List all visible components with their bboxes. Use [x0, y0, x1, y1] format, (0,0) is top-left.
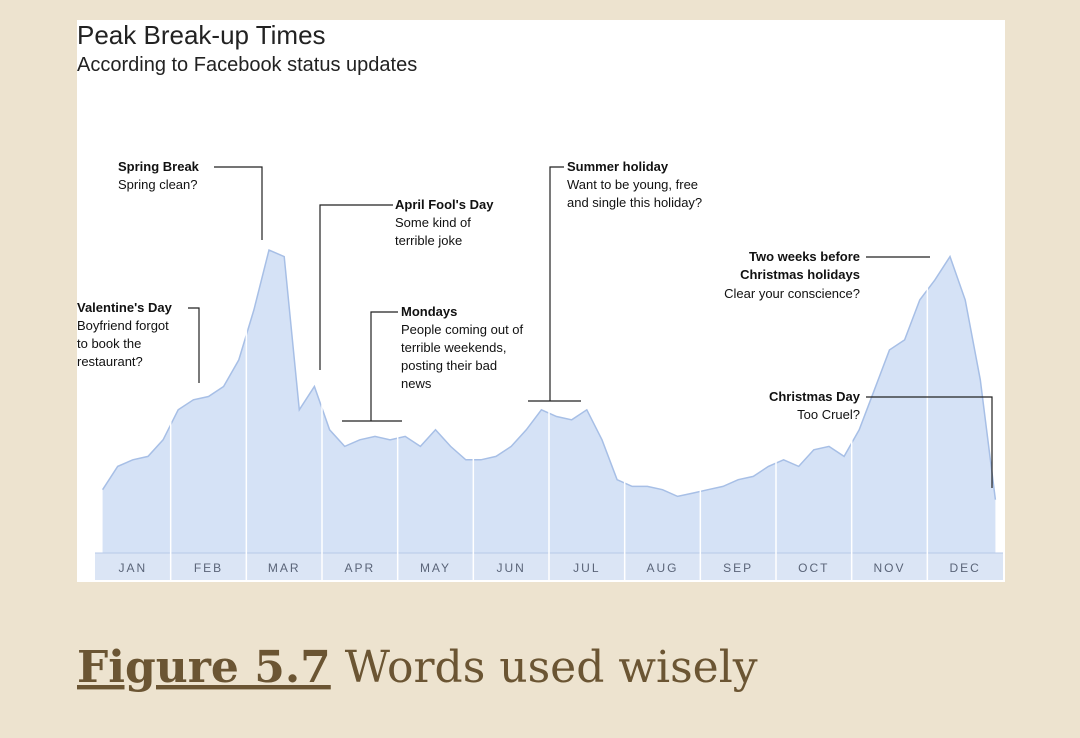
x-tick-label: FEB	[194, 561, 223, 575]
x-tick-label: SEP	[723, 561, 753, 575]
annotation-text: news	[401, 376, 432, 391]
chart-title: Peak Break-up Times	[77, 20, 326, 50]
plot: JAN FEB MAR APR MAY JUN JUL AUG SEP OCT NOV DEC	[95, 200, 1003, 580]
x-tick-label: MAR	[268, 561, 301, 575]
annotation-text: Spring clean?	[118, 177, 198, 192]
x-tick-label: AUG	[646, 561, 678, 575]
annotation-title: Christmas holidays	[740, 267, 860, 282]
leader-line	[319, 204, 393, 370]
annotation-text: restaurant?	[77, 354, 143, 369]
caption-label: Figure 5.7	[77, 642, 331, 693]
annotation-title: Christmas Day	[769, 389, 861, 404]
x-tick-label: APR	[344, 561, 375, 575]
annotation-text: and single this holiday?	[567, 195, 702, 210]
x-tick-label: JUL	[573, 561, 600, 575]
leader-line	[866, 396, 993, 488]
leader-line	[188, 307, 200, 383]
annotation-text: Too Cruel?	[797, 407, 860, 422]
area	[102, 250, 996, 553]
x-tick-label: NOV	[873, 561, 905, 575]
annotation-title: Two weeks before	[749, 249, 860, 264]
leader-line	[370, 311, 398, 421]
annotation-title: Summer holiday	[567, 159, 669, 174]
annotation-title: April Fool's Day	[395, 197, 494, 212]
annotation-title: Spring Break	[118, 159, 200, 174]
x-tick-label: OCT	[798, 561, 829, 575]
leader-line	[214, 166, 263, 240]
annotation-text: terrible weekends,	[401, 340, 507, 355]
chart-subtitle: According to Facebook status updates	[77, 54, 417, 76]
caption: Figure 5.7 Words used wisely	[77, 642, 758, 693]
caption-text: Words used wisely	[345, 642, 758, 693]
annotation-text: Want to be young, free	[567, 177, 698, 192]
x-tick-label: JAN	[118, 561, 147, 575]
annotation-text: terrible joke	[395, 233, 462, 248]
annotation-text: Some kind of	[395, 215, 471, 230]
x-tick-label: MAY	[420, 561, 451, 575]
x-tick-label: DEC	[949, 561, 980, 575]
annotation-text: Clear your conscience?	[724, 286, 860, 301]
annotations: Spring Break Spring clean? Valentine's D…	[77, 159, 993, 488]
annotation-text: Boyfriend forgot	[77, 318, 169, 333]
leader-line	[549, 166, 564, 401]
annotation-text: to book the	[77, 336, 141, 351]
annotation-title: Mondays	[401, 304, 457, 319]
annotation-title: Valentine's Day	[77, 300, 173, 315]
x-tick-label: JUN	[496, 561, 525, 575]
annotation-text: posting their bad	[401, 358, 497, 373]
annotation-text: People coming out of	[401, 322, 524, 337]
